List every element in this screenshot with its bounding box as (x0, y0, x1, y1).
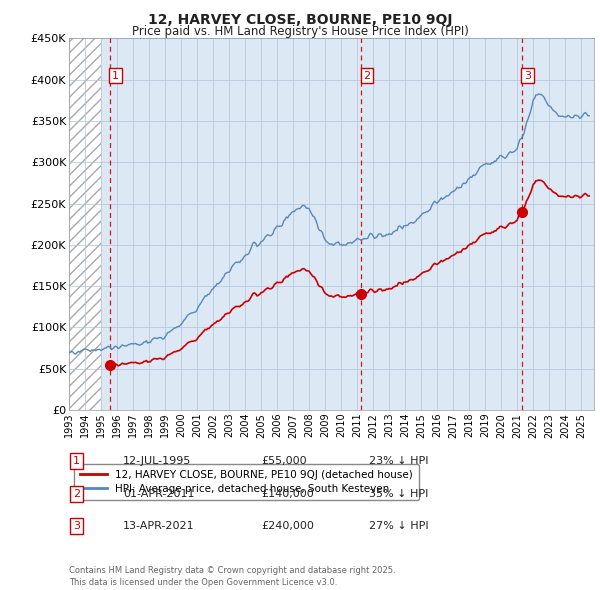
Text: 12-JUL-1995: 12-JUL-1995 (123, 457, 191, 466)
Text: 13-APR-2021: 13-APR-2021 (123, 522, 194, 531)
Text: £240,000: £240,000 (261, 522, 314, 531)
Text: 27% ↓ HPI: 27% ↓ HPI (369, 522, 428, 531)
Legend: 12, HARVEY CLOSE, BOURNE, PE10 9QJ (detached house), HPI: Average price, detache: 12, HARVEY CLOSE, BOURNE, PE10 9QJ (deta… (74, 464, 419, 500)
Text: Contains HM Land Registry data © Crown copyright and database right 2025.
This d: Contains HM Land Registry data © Crown c… (69, 566, 395, 587)
Text: 12, HARVEY CLOSE, BOURNE, PE10 9QJ: 12, HARVEY CLOSE, BOURNE, PE10 9QJ (148, 13, 452, 27)
Text: 3: 3 (524, 71, 531, 80)
Text: Price paid vs. HM Land Registry's House Price Index (HPI): Price paid vs. HM Land Registry's House … (131, 25, 469, 38)
Text: 1: 1 (112, 71, 119, 80)
Text: 2: 2 (364, 71, 371, 80)
Text: 3: 3 (73, 522, 80, 531)
Text: 35% ↓ HPI: 35% ↓ HPI (369, 489, 428, 499)
Text: £140,000: £140,000 (261, 489, 314, 499)
Text: 2: 2 (73, 489, 80, 499)
Text: 01-APR-2011: 01-APR-2011 (123, 489, 194, 499)
Text: £55,000: £55,000 (261, 457, 307, 466)
Text: 1: 1 (73, 457, 80, 466)
Text: 23% ↓ HPI: 23% ↓ HPI (369, 457, 428, 466)
